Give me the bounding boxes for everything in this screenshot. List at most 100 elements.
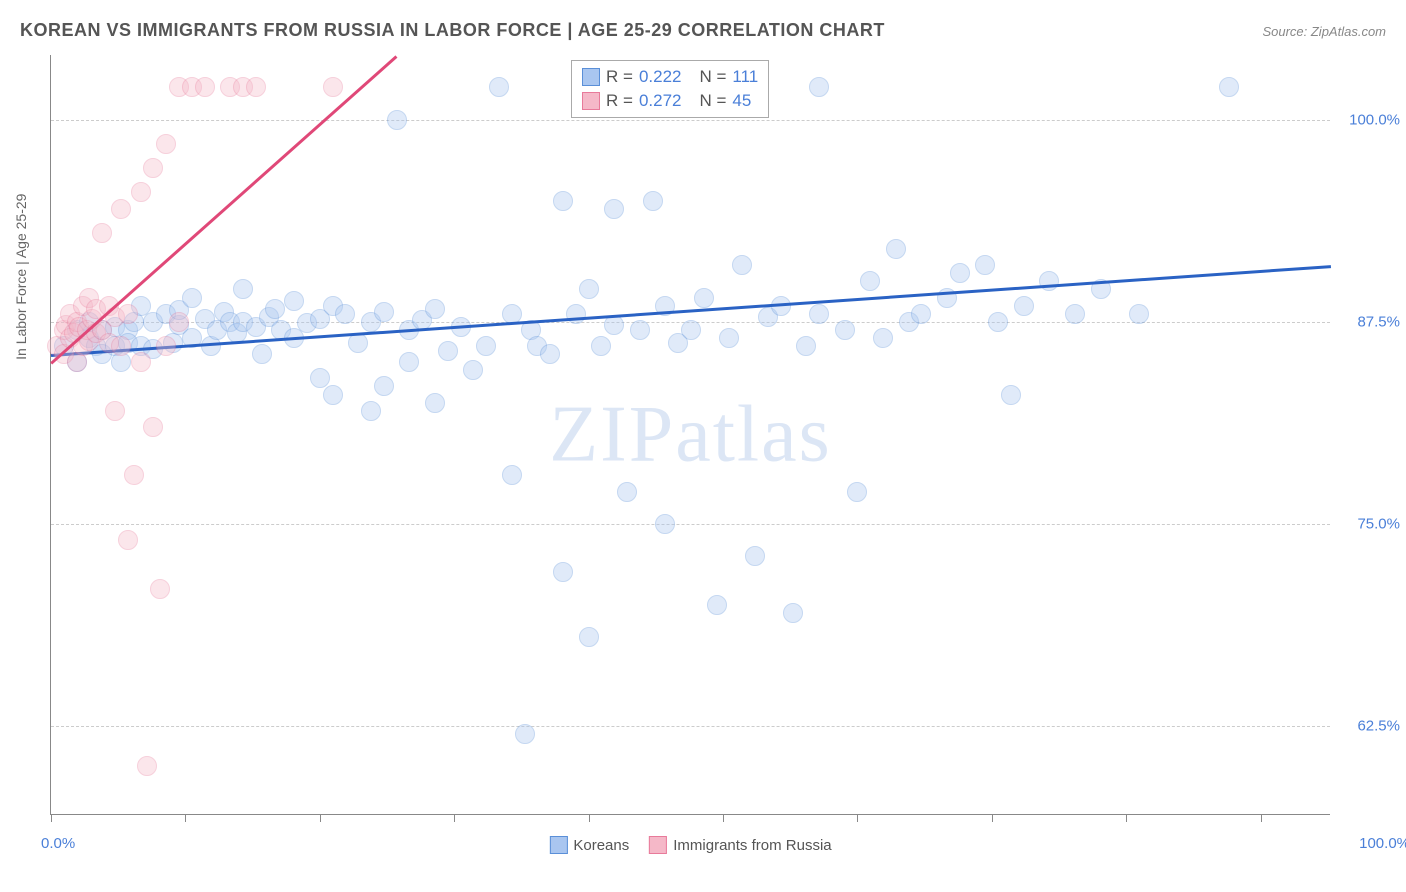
data-point bbox=[182, 288, 202, 308]
legend-n-value: 45 bbox=[732, 91, 751, 111]
x-tick bbox=[51, 814, 52, 822]
data-point bbox=[118, 304, 138, 324]
source-attribution: Source: ZipAtlas.com bbox=[1262, 24, 1386, 39]
y-tick-label: 100.0% bbox=[1340, 111, 1400, 128]
x-tick bbox=[857, 814, 858, 822]
data-point bbox=[150, 579, 170, 599]
data-point bbox=[137, 756, 157, 776]
legend-swatch bbox=[582, 68, 600, 86]
data-point bbox=[630, 320, 650, 340]
data-point bbox=[950, 263, 970, 283]
legend-n-label: N = bbox=[699, 67, 726, 87]
data-point bbox=[284, 291, 304, 311]
data-point bbox=[591, 336, 611, 356]
data-point bbox=[124, 465, 144, 485]
data-point bbox=[265, 299, 285, 319]
data-point bbox=[1219, 77, 1239, 97]
legend-r-label: R = bbox=[606, 91, 633, 111]
data-point bbox=[111, 336, 131, 356]
data-point bbox=[323, 77, 343, 97]
data-point bbox=[438, 341, 458, 361]
data-point bbox=[131, 182, 151, 202]
data-point bbox=[579, 279, 599, 299]
data-point bbox=[111, 199, 131, 219]
data-point bbox=[335, 304, 355, 324]
data-point bbox=[323, 385, 343, 405]
gridline bbox=[51, 120, 1330, 121]
data-point bbox=[425, 393, 445, 413]
data-point bbox=[252, 344, 272, 364]
data-point bbox=[732, 255, 752, 275]
data-point bbox=[425, 299, 445, 319]
data-point bbox=[796, 336, 816, 356]
watermark: ZIPatlas bbox=[549, 389, 832, 480]
data-point bbox=[988, 312, 1008, 332]
legend-r-value: 0.272 bbox=[639, 91, 682, 111]
data-point bbox=[911, 304, 931, 324]
x-axis-max-label: 100.0% bbox=[1359, 835, 1406, 852]
x-tick bbox=[1261, 814, 1262, 822]
legend-row: R = 0.272 N = 45 bbox=[582, 89, 758, 113]
legend-n-label: N = bbox=[699, 91, 726, 111]
y-tick-label: 75.0% bbox=[1340, 515, 1400, 532]
data-point bbox=[348, 333, 368, 353]
legend-label: Koreans bbox=[573, 837, 629, 854]
data-point bbox=[975, 255, 995, 275]
data-point bbox=[553, 191, 573, 211]
series-legend: Koreans Immigrants from Russia bbox=[549, 836, 831, 854]
data-point bbox=[719, 328, 739, 348]
data-point bbox=[1014, 296, 1034, 316]
x-tick bbox=[454, 814, 455, 822]
legend-r-value: 0.222 bbox=[639, 67, 682, 87]
x-tick bbox=[723, 814, 724, 822]
data-point bbox=[169, 312, 189, 332]
data-point bbox=[105, 401, 125, 421]
data-point bbox=[566, 304, 586, 324]
data-point bbox=[681, 320, 701, 340]
legend-swatch bbox=[582, 92, 600, 110]
data-point bbox=[156, 134, 176, 154]
data-point bbox=[502, 465, 522, 485]
data-point bbox=[540, 344, 560, 364]
data-point bbox=[1001, 385, 1021, 405]
gridline bbox=[51, 726, 1330, 727]
data-point bbox=[835, 320, 855, 340]
chart-title: KOREAN VS IMMIGRANTS FROM RUSSIA IN LABO… bbox=[20, 20, 885, 41]
data-point bbox=[809, 304, 829, 324]
data-point bbox=[489, 77, 509, 97]
data-point bbox=[233, 279, 253, 299]
scatter-chart: In Labor Force | Age 25-29 ZIPatlas 0.0%… bbox=[50, 55, 1330, 815]
legend-label: Immigrants from Russia bbox=[673, 837, 831, 854]
x-tick bbox=[1126, 814, 1127, 822]
data-point bbox=[246, 77, 266, 97]
data-point bbox=[131, 352, 151, 372]
data-point bbox=[745, 546, 765, 566]
data-point bbox=[617, 482, 637, 502]
legend-r-label: R = bbox=[606, 67, 633, 87]
data-point bbox=[886, 239, 906, 259]
data-point bbox=[374, 302, 394, 322]
y-tick-label: 87.5% bbox=[1340, 313, 1400, 330]
data-point bbox=[604, 199, 624, 219]
x-tick bbox=[320, 814, 321, 822]
data-point bbox=[387, 110, 407, 130]
legend-row: R = 0.222 N = 111 bbox=[582, 65, 758, 89]
data-point bbox=[195, 77, 215, 97]
data-point bbox=[783, 603, 803, 623]
data-point bbox=[156, 336, 176, 356]
y-tick-label: 62.5% bbox=[1340, 718, 1400, 735]
data-point bbox=[873, 328, 893, 348]
legend-n-value: 111 bbox=[732, 67, 758, 87]
data-point bbox=[860, 271, 880, 291]
data-point bbox=[694, 288, 714, 308]
x-axis-min-label: 0.0% bbox=[41, 835, 75, 852]
data-point bbox=[118, 530, 138, 550]
legend-item: Koreans bbox=[549, 836, 629, 854]
data-point bbox=[374, 376, 394, 396]
data-point bbox=[809, 77, 829, 97]
legend-swatch bbox=[549, 836, 567, 854]
data-point bbox=[1039, 271, 1059, 291]
data-point bbox=[476, 336, 496, 356]
data-point bbox=[92, 223, 112, 243]
y-axis-title: In Labor Force | Age 25-29 bbox=[13, 193, 29, 359]
